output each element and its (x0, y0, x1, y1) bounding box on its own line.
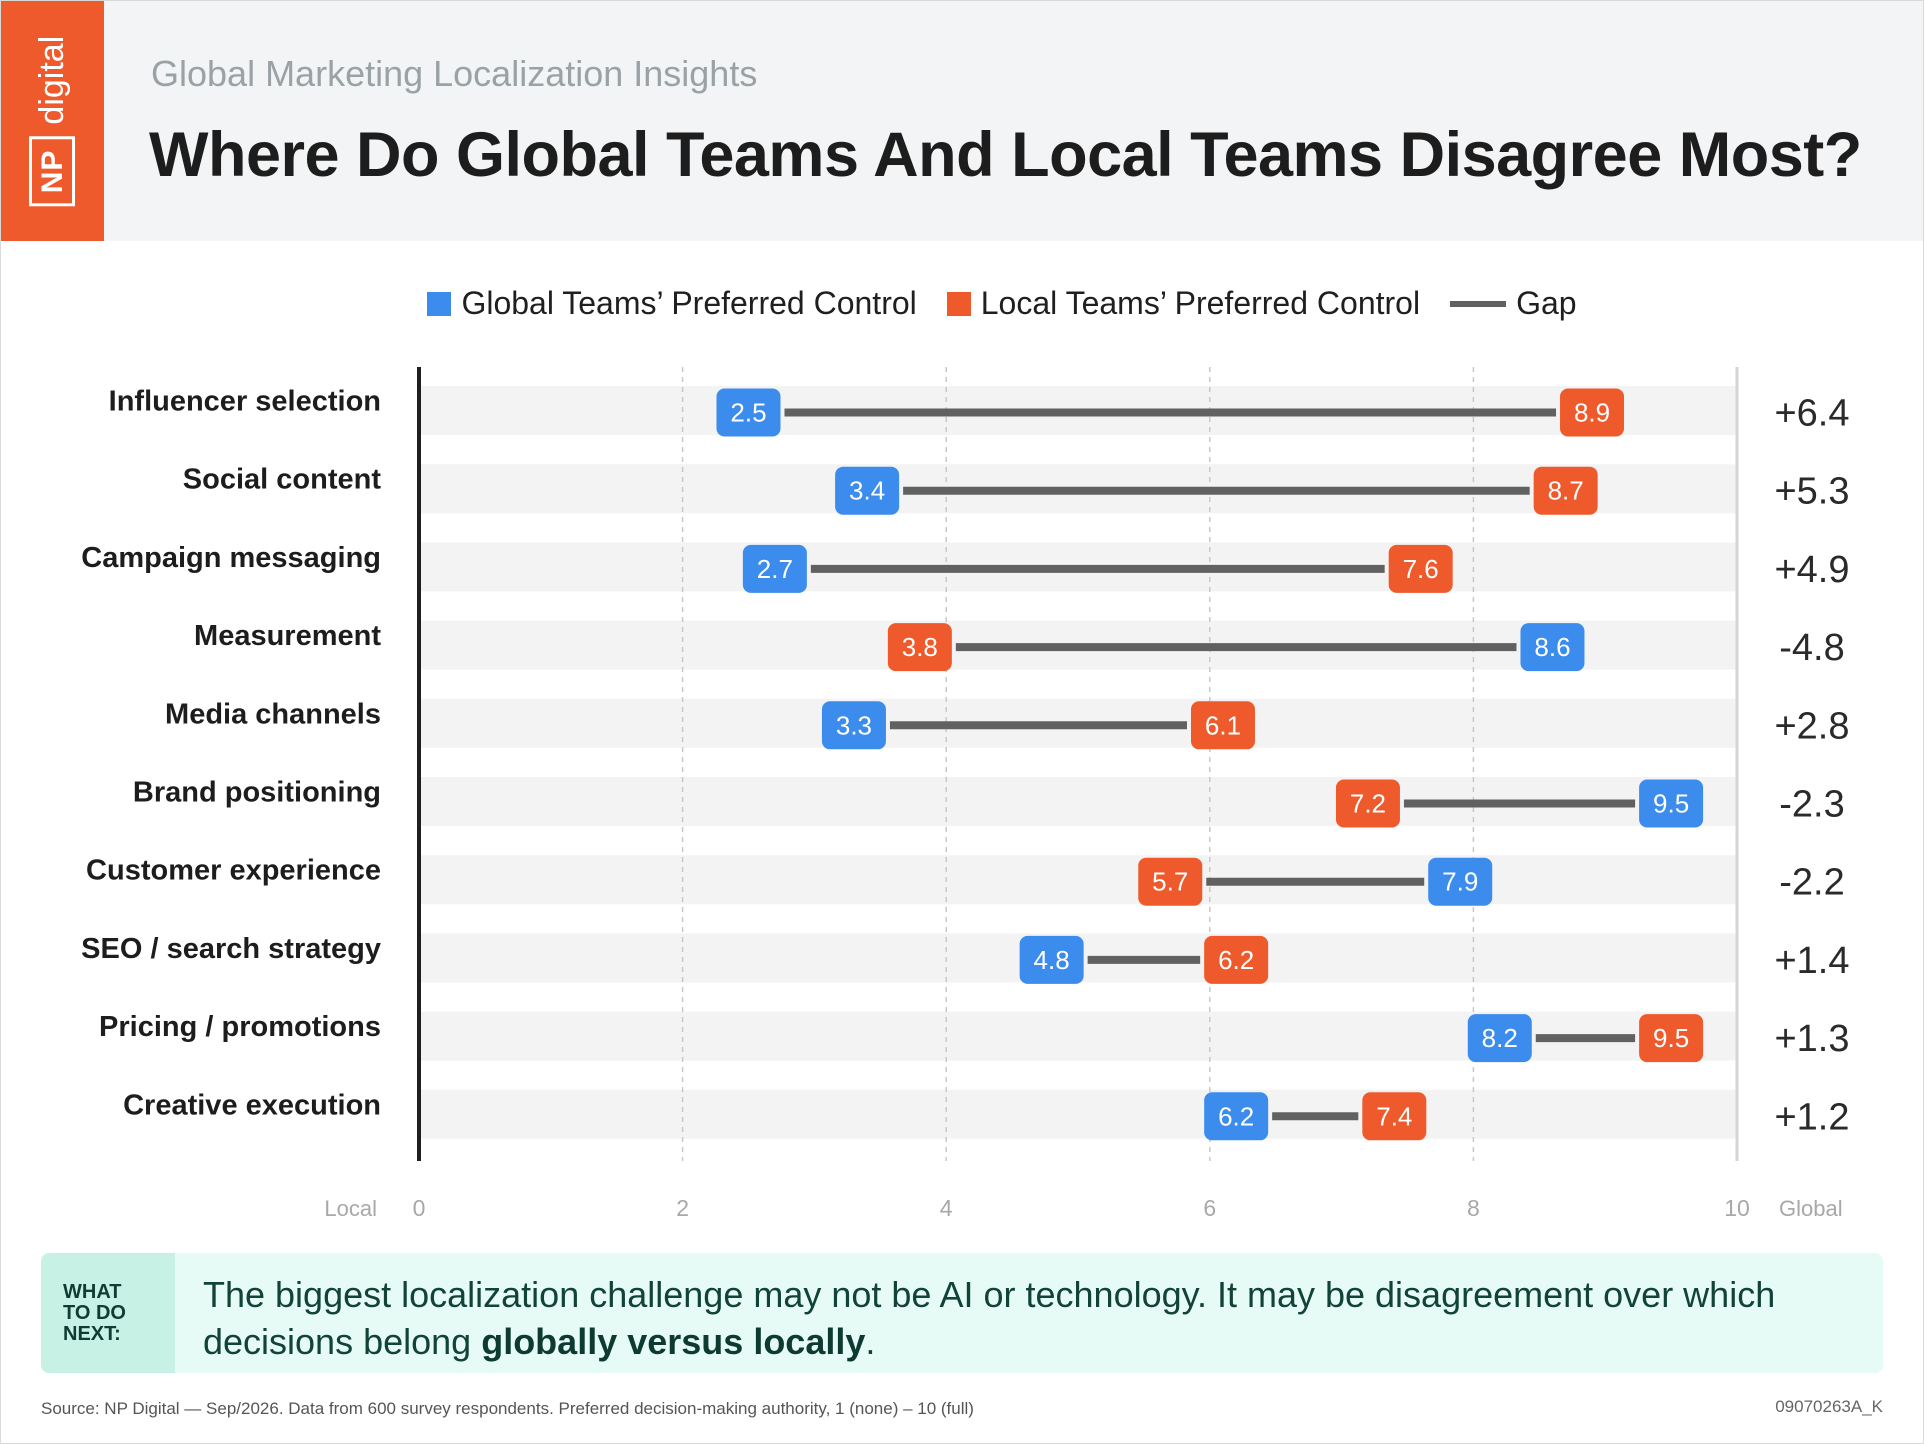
header: NP digital Global Marketing Localization… (1, 1, 1923, 241)
category-label: Social content (183, 464, 382, 496)
legend-local: Local Teams’ Preferred Control (946, 285, 1421, 322)
local-value-label: 8.9 (1574, 398, 1610, 428)
legend-local-label: Local Teams’ Preferred Control (980, 285, 1421, 321)
category-label: Influencer selection (109, 386, 381, 418)
local-marker (1362, 1092, 1427, 1141)
gap-value-label: -2.2 (1779, 862, 1844, 904)
category-label: Measurement (194, 620, 381, 652)
global-marker (1639, 779, 1704, 828)
local-value-label: 7.4 (1376, 1101, 1412, 1131)
legend-local-swatch (946, 291, 971, 316)
x-tick-label: 0 (413, 1195, 426, 1221)
gap-value-label: +4.9 (1774, 549, 1849, 591)
global-value-label: 7.9 (1442, 867, 1478, 897)
category-label: Customer experience (86, 855, 381, 887)
global-value-label: 4.8 (1034, 945, 1070, 975)
note-text-emphasis: globally versus locally (481, 1321, 866, 1362)
legend-gap-line (1450, 300, 1507, 307)
global-marker (742, 544, 807, 593)
x-tick-label: 10 (1724, 1195, 1750, 1221)
global-value-label: 2.5 (730, 398, 766, 428)
page-title: Where Do Global Teams And Local Teams Di… (149, 120, 1862, 190)
gap-value-label: -4.8 (1779, 627, 1844, 669)
x-tick-label: 2 (676, 1195, 689, 1221)
global-value-label: 8.2 (1482, 1023, 1518, 1053)
gap-value-label: -2.3 (1779, 784, 1844, 826)
global-marker (835, 466, 900, 515)
category-label: Campaign messaging (81, 542, 381, 574)
global-value-label: 6.2 (1218, 1101, 1254, 1131)
local-marker (1190, 701, 1255, 750)
x-axis-right-label: Global (1779, 1196, 1843, 1221)
note-text-end: . (865, 1321, 876, 1362)
local-value-label: 7.6 (1403, 554, 1439, 584)
local-marker (1560, 388, 1625, 437)
global-marker (821, 701, 886, 750)
category-label: Pricing / promotions (99, 1011, 381, 1043)
global-value-label: 8.6 (1534, 632, 1570, 662)
category-label: Creative execution (123, 1089, 381, 1121)
global-marker (1019, 935, 1084, 984)
gap-value-label: +6.4 (1774, 393, 1849, 435)
local-marker (1138, 857, 1203, 906)
local-value-label: 7.2 (1350, 789, 1386, 819)
row-band (419, 855, 1737, 905)
global-marker (1467, 1014, 1532, 1063)
legend-global-label: Global Teams’ Preferred Control (461, 285, 917, 321)
category-label: Media channels (165, 698, 381, 730)
category-label: Brand positioning (133, 777, 381, 809)
note-tag-label: WHAT TO DO NEXT: (63, 1280, 126, 1345)
local-value-label: 9.5 (1653, 1023, 1689, 1053)
brand-logo: NP digital (1, 1, 104, 241)
local-marker (1335, 779, 1400, 828)
x-axis-left-label: Local (324, 1196, 377, 1221)
legend-gap: Gap (1450, 285, 1577, 322)
gap-value-label: +2.8 (1774, 705, 1849, 747)
local-marker (1204, 935, 1269, 984)
local-marker (1388, 544, 1453, 593)
global-value-label: 3.3 (836, 710, 872, 740)
local-marker (1639, 1014, 1704, 1063)
gap-value-label: +1.2 (1774, 1096, 1849, 1138)
source-note: Source: NP Digital — Sep/2026. Data from… (41, 1399, 974, 1418)
gap-value-label: +1.3 (1774, 1018, 1849, 1060)
global-value-label: 2.7 (757, 554, 793, 584)
legend-global: Global Teams’ Preferred Control (427, 285, 917, 322)
category-label: SEO / search strategy (81, 933, 381, 965)
note-text: The biggest localization challenge may n… (203, 1271, 1863, 1365)
legend-global-swatch (427, 291, 452, 316)
x-tick-label: 6 (1203, 1195, 1216, 1221)
global-value-label: 9.5 (1653, 789, 1689, 819)
next-step-note: WHAT TO DO NEXT: The biggest localizatio… (41, 1253, 1883, 1373)
local-value-label: 3.8 (902, 632, 938, 662)
global-marker (716, 388, 781, 437)
gap-value-label: +1.4 (1774, 940, 1849, 982)
x-tick-label: 4 (940, 1195, 953, 1221)
global-marker (1520, 623, 1585, 672)
dumbbell-chart: 0 2 4 6 8 10 Local Global Influencer selection 2.… (81, 367, 1850, 1221)
local-value-label: 6.1 (1205, 710, 1241, 740)
gap-value-label: +5.3 (1774, 471, 1849, 513)
subtitle: Global Marketing Localization Insights (151, 53, 758, 94)
local-value-label: 5.7 (1152, 867, 1188, 897)
local-marker (1533, 466, 1598, 515)
global-marker (1204, 1092, 1269, 1141)
global-marker (1428, 857, 1493, 906)
local-marker (887, 623, 952, 672)
note-text-start: The biggest localization challenge may n… (203, 1274, 1776, 1362)
local-value-label: 6.2 (1218, 945, 1254, 975)
legend-gap-label: Gap (1516, 285, 1577, 321)
note-tag: WHAT TO DO NEXT: (41, 1253, 175, 1373)
global-value-label: 3.4 (849, 476, 885, 506)
x-tick-label: 8 (1467, 1195, 1480, 1221)
chart-code: 09070263A_K (1775, 1397, 1883, 1416)
legend: Global Teams’ Preferred Control Local Te… (1, 285, 1923, 322)
row-band (419, 1089, 1737, 1139)
local-value-label: 8.7 (1548, 476, 1584, 506)
